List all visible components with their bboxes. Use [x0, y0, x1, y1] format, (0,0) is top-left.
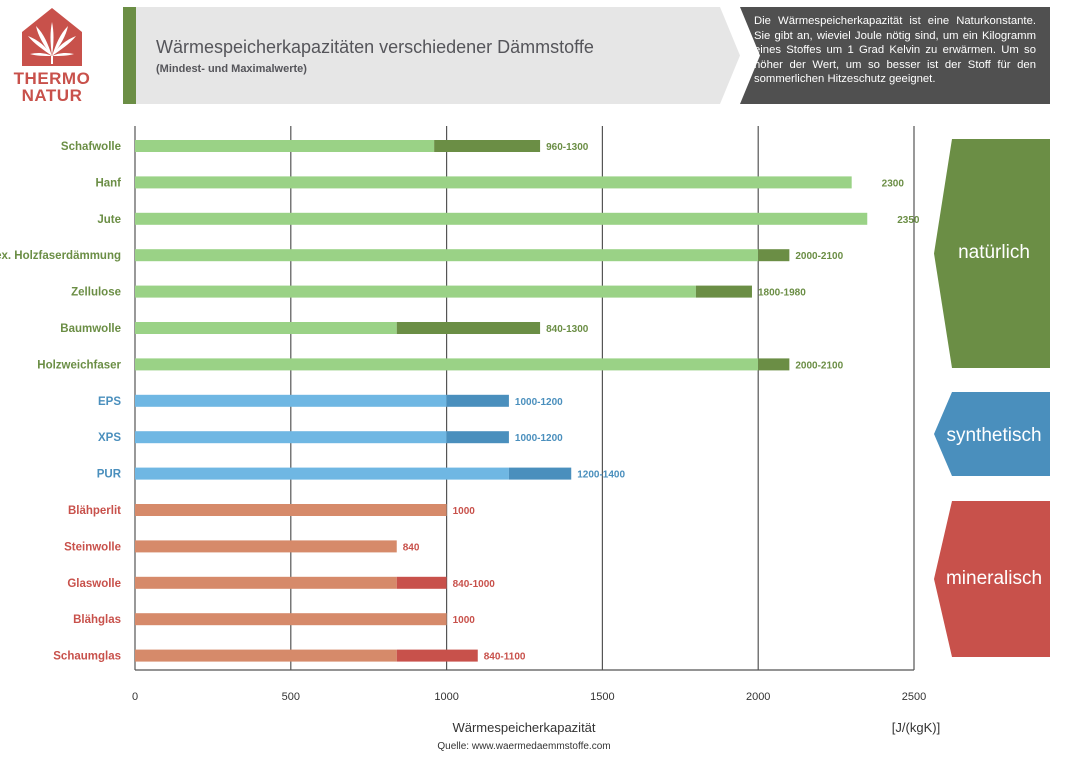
- bar-range: [396, 576, 447, 589]
- category-label: flex. Holzfaserdämmung: [0, 250, 121, 262]
- x-tick-label: 1500: [590, 691, 614, 703]
- info-text: Die Wärmespeicherkapazität ist eine Natu…: [754, 15, 1036, 86]
- category-label: Steinwolle: [64, 541, 121, 553]
- value-label: 2300: [882, 178, 905, 189]
- bar-min: [135, 249, 759, 262]
- value-label: 840-1100: [484, 652, 526, 663]
- logo-text-thermo: THERMO: [13, 69, 91, 88]
- bar-range: [695, 285, 752, 298]
- bar-min: [135, 358, 759, 371]
- value-label: 1000-1200: [515, 433, 563, 444]
- category-label: Jute: [97, 214, 121, 226]
- value-label: 1000: [453, 615, 476, 626]
- category-label: Glaswolle: [67, 578, 121, 590]
- bar-range: [758, 358, 790, 371]
- bar-range: [396, 649, 478, 662]
- bar-min: [135, 394, 447, 407]
- bar-min: [135, 285, 696, 298]
- bar-range: [508, 467, 572, 480]
- value-label: 2350: [897, 215, 920, 226]
- group-label-mineral: mineralisch: [946, 568, 1042, 589]
- bar-min: [135, 613, 447, 626]
- value-label: 1000-1200: [515, 397, 563, 408]
- value-label: 1800-1980: [758, 288, 806, 299]
- value-label: 1200-1400: [577, 470, 625, 481]
- header-panel: Wärmespeicherkapazitäten verschiedener D…: [136, 7, 740, 104]
- group-tab-mineral: [934, 501, 1050, 657]
- group-label-natural: natürlich: [958, 242, 1030, 263]
- value-label: 960-1300: [546, 142, 589, 153]
- value-label: 1000: [453, 506, 476, 517]
- logo-text-natur: NATUR: [21, 86, 83, 105]
- page-subtitle: (Mindest- und Maximalwerte): [156, 63, 307, 75]
- bar-min: [135, 176, 852, 189]
- bar-min: [135, 540, 397, 553]
- category-label: Schaumglas: [53, 651, 121, 663]
- value-label: 840: [403, 542, 420, 553]
- x-axis-unit: [J/(kgK)]: [892, 720, 940, 735]
- labels: Schafwolle 960-1300 Hanf 2300 Jute 2350 flex. …: [0, 141, 920, 663]
- category-label: Blähglas: [73, 614, 121, 626]
- x-tick-label: 1000: [434, 691, 458, 703]
- group-tabs: natürlich synthetisch mineralisch: [934, 139, 1050, 657]
- group-tab-natural: [934, 139, 1050, 368]
- category-label: Zellulose: [71, 287, 121, 299]
- x-axis: 0 500 1000 1500 2000 2500 Wärmespeicherkapazit…: [132, 669, 940, 752]
- category-label: Holzweichfaser: [37, 359, 121, 371]
- value-label: 840-1300: [546, 324, 589, 335]
- category-label: EPS: [98, 396, 121, 408]
- bar-min: [135, 504, 447, 516]
- bar-min: [135, 322, 397, 334]
- bar-min: [135, 431, 447, 444]
- x-axis-title: Wärmespeicherkapazität: [452, 720, 595, 735]
- bar-min: [135, 467, 509, 480]
- bar-range: [396, 322, 541, 334]
- group-tab-synthetic: [934, 392, 1050, 476]
- value-label: 840-1000: [453, 579, 496, 590]
- info-panel: Die Wärmespeicherkapazität ist eine Natu…: [718, 7, 1050, 104]
- page-title: Wärmespeicherkapazitäten verschiedener D…: [156, 37, 594, 57]
- bar-range: [446, 394, 509, 407]
- bar-range: [758, 249, 790, 262]
- header-accent-strip: [123, 7, 136, 104]
- hemp-house-icon: [22, 8, 82, 66]
- bar-range: [446, 431, 509, 444]
- x-tick-label: 500: [282, 691, 300, 703]
- x-tick-label: 2500: [902, 691, 926, 703]
- bar-min: [135, 140, 435, 152]
- value-label: 2000-2100: [795, 360, 843, 371]
- source-note: Quelle: www.waermedaemmstoffe.com: [437, 741, 610, 752]
- x-tick-label: 2000: [746, 691, 770, 703]
- bar-range: [434, 140, 541, 152]
- x-tick-label: 0: [132, 691, 138, 703]
- bar-min: [135, 576, 397, 589]
- bar-min: [135, 212, 868, 225]
- category-label: Baumwolle: [60, 323, 121, 335]
- category-label: Blähperlit: [68, 505, 121, 517]
- category-label: Hanf: [95, 177, 121, 189]
- thermo-natur-logo: THERMO NATUR: [4, 6, 100, 106]
- category-label: XPS: [98, 432, 121, 444]
- group-label-synthetic: synthetisch: [946, 425, 1041, 446]
- bar-min: [135, 649, 397, 662]
- category-label: PUR: [97, 469, 122, 481]
- category-label: Schafwolle: [61, 141, 121, 153]
- bars: [135, 140, 868, 662]
- value-label: 2000-2100: [795, 251, 843, 262]
